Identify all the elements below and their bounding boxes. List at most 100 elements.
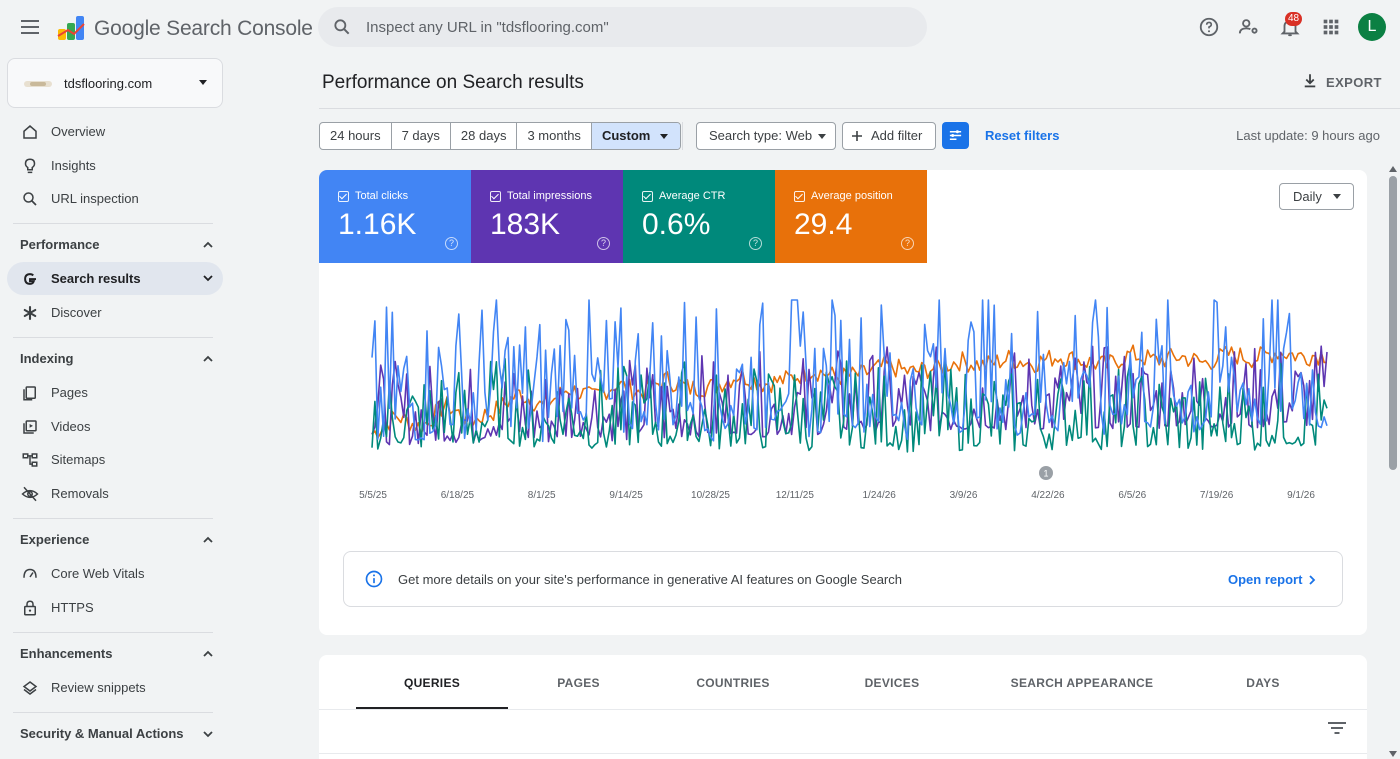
- chevron-up-icon: [203, 241, 213, 248]
- sidebar-section-indexing[interactable]: Indexing: [7, 342, 223, 375]
- sidebar-item-url-inspection[interactable]: URL inspection: [7, 182, 223, 215]
- chevron-right-icon[interactable]: [1306, 572, 1318, 588]
- filter-list-icon[interactable]: [1326, 719, 1348, 737]
- sidebar-item-label: HTTPS: [51, 600, 94, 615]
- sidebar-item-insights[interactable]: Insights: [7, 149, 223, 182]
- plus-icon: [852, 131, 862, 141]
- ai-features-banner: Get more details on your site's performa…: [343, 551, 1343, 607]
- metric-average-ctr[interactable]: Average CTR 0.6% ?: [623, 170, 775, 263]
- tabs-divider: [319, 709, 1367, 710]
- sidebar-item-removals[interactable]: Removals: [7, 477, 223, 510]
- annotation-marker[interactable]: 1: [1039, 466, 1053, 480]
- metric-average-position[interactable]: Average position 29.4 ?: [775, 170, 927, 263]
- x-axis-tick-label: 12/11/25: [776, 490, 815, 501]
- search-type-filter[interactable]: Search type: Web: [696, 122, 836, 150]
- sidebar-divider: [13, 223, 213, 224]
- metric-total-impressions[interactable]: Total impressions 183K ?: [471, 170, 623, 263]
- sidebar-item-label: Removals: [51, 486, 109, 501]
- tab-label: SEARCH APPEARANCE: [1010, 676, 1154, 690]
- annotation-marker-dot[interactable]: [1039, 466, 1053, 480]
- checkbox-checked-icon[interactable]: [642, 191, 653, 202]
- chevron-up-icon: [203, 536, 213, 543]
- account-avatar[interactable]: L: [1358, 13, 1386, 41]
- header-divider: [319, 108, 1400, 109]
- date-range-custom[interactable]: Custom: [591, 123, 681, 149]
- sidebar-item-sitemaps[interactable]: Sitemaps: [7, 443, 223, 476]
- download-icon: [1304, 74, 1316, 88]
- sidebar-item-label: Review snippets: [51, 680, 146, 695]
- sidebar-item-label: Search results: [51, 271, 141, 286]
- help-circle-icon[interactable]: ?: [901, 237, 914, 250]
- checkbox-checked-icon[interactable]: [490, 191, 501, 202]
- search-type-label: Search type: Web: [709, 128, 813, 143]
- tab-countries[interactable]: COUNTRIES: [660, 655, 806, 709]
- sidebar-item-review-snippets[interactable]: Review snippets: [7, 671, 223, 704]
- help-circle-icon[interactable]: ?: [749, 237, 762, 250]
- sidebar-item-label: Videos: [51, 419, 91, 434]
- section-label: Security & Manual Actions: [20, 726, 184, 741]
- sidebar-item-core-web-vitals[interactable]: Core Web Vitals: [7, 557, 223, 590]
- dropdown-caret-icon: [818, 134, 826, 139]
- apps-grid-icon[interactable]: [1320, 16, 1342, 38]
- sidebar-section-enhancements[interactable]: Enhancements: [7, 637, 223, 670]
- sidebar-item-videos[interactable]: Videos: [7, 410, 223, 443]
- x-axis-tick-label: 6/18/25: [441, 490, 475, 501]
- add-filter-button[interactable]: Add filter: [842, 122, 936, 150]
- tab-pages[interactable]: PAGES: [507, 655, 650, 709]
- tab-days[interactable]: DAYS: [1199, 655, 1327, 709]
- scroll-thumb[interactable]: [1389, 176, 1397, 470]
- dimensions-table-card: QUERIES PAGES COUNTRIES DEVICES SEARCH A…: [319, 655, 1367, 759]
- page-scrollbar[interactable]: [1386, 164, 1400, 759]
- layers-icon: [22, 681, 38, 695]
- scroll-up-arrow-icon[interactable]: [1389, 166, 1397, 172]
- series-line-average-ctr: [371, 358, 1328, 453]
- sidebar-item-discover[interactable]: Discover: [7, 296, 223, 329]
- main-menu-button[interactable]: [18, 15, 42, 39]
- series-line-total-clicks: [371, 299, 1328, 443]
- property-selector[interactable]: tdsflooring.com: [7, 58, 223, 108]
- date-range-3-months[interactable]: 3 months: [517, 123, 592, 149]
- section-label: Indexing: [20, 351, 74, 366]
- search-icon[interactable]: [332, 17, 352, 37]
- sidebar-item-search-results[interactable]: Search results: [7, 262, 223, 295]
- help-circle-icon[interactable]: ?: [597, 237, 610, 250]
- lock-icon: [24, 600, 36, 616]
- x-axis-tick-label: 5/5/25: [359, 490, 387, 501]
- tab-queries[interactable]: QUERIES: [356, 655, 508, 709]
- export-button[interactable]: EXPORT: [1298, 70, 1381, 94]
- checkbox-checked-icon[interactable]: [338, 191, 349, 202]
- top-app-bar: Google Search Console 48 L: [0, 0, 1400, 56]
- sidebar-item-pages[interactable]: Pages: [7, 376, 223, 409]
- date-range-28-days[interactable]: 28 days: [451, 123, 518, 149]
- property-logo: [24, 81, 52, 87]
- sidebar-section-performance[interactable]: Performance: [7, 228, 223, 261]
- sidebar-section-experience[interactable]: Experience: [7, 523, 223, 556]
- tab-search-appearance[interactable]: SEARCH APPEARANCE: [995, 655, 1169, 709]
- metric-total-clicks[interactable]: Total clicks 1.16K ?: [319, 170, 471, 263]
- metric-value: 29.4: [794, 208, 853, 241]
- date-range-7-days[interactable]: 7 days: [392, 123, 451, 149]
- tab-devices[interactable]: DEVICES: [816, 655, 968, 709]
- sidebar-item-https[interactable]: HTTPS: [7, 591, 223, 624]
- date-range-24-hours[interactable]: 24 hours: [320, 123, 392, 149]
- scroll-down-arrow-icon[interactable]: [1389, 751, 1397, 757]
- x-axis-tick-label: 6/5/26: [1118, 490, 1146, 501]
- performance-line-chart[interactable]: 1 5/5/25 6/18/25 8/1/25 9/14/25 10/28/25 12/11…: [319, 270, 1367, 510]
- dropdown-caret-icon: [1333, 194, 1341, 199]
- sidebar-divider: [13, 712, 213, 713]
- granularity-select[interactable]: Daily: [1279, 183, 1354, 210]
- help-icon[interactable]: [1198, 16, 1220, 38]
- filter-settings-button[interactable]: [942, 122, 969, 149]
- chevron-down-icon: [203, 275, 213, 282]
- help-circle-icon[interactable]: ?: [445, 237, 458, 250]
- add-filter-label: Add filter: [871, 128, 923, 143]
- url-inspect-input[interactable]: [366, 7, 906, 47]
- manage-users-icon[interactable]: [1238, 16, 1260, 38]
- sidebar-section-security[interactable]: Security & Manual Actions: [7, 717, 223, 750]
- open-report-link[interactable]: Open report: [1228, 572, 1303, 587]
- granularity-label: Daily: [1293, 189, 1322, 204]
- reset-filters-link[interactable]: Reset filters: [985, 128, 1060, 143]
- sidebar-item-overview[interactable]: Overview: [7, 115, 223, 148]
- checkbox-checked-icon[interactable]: [794, 191, 805, 202]
- tab-label: COUNTRIES: [696, 676, 770, 690]
